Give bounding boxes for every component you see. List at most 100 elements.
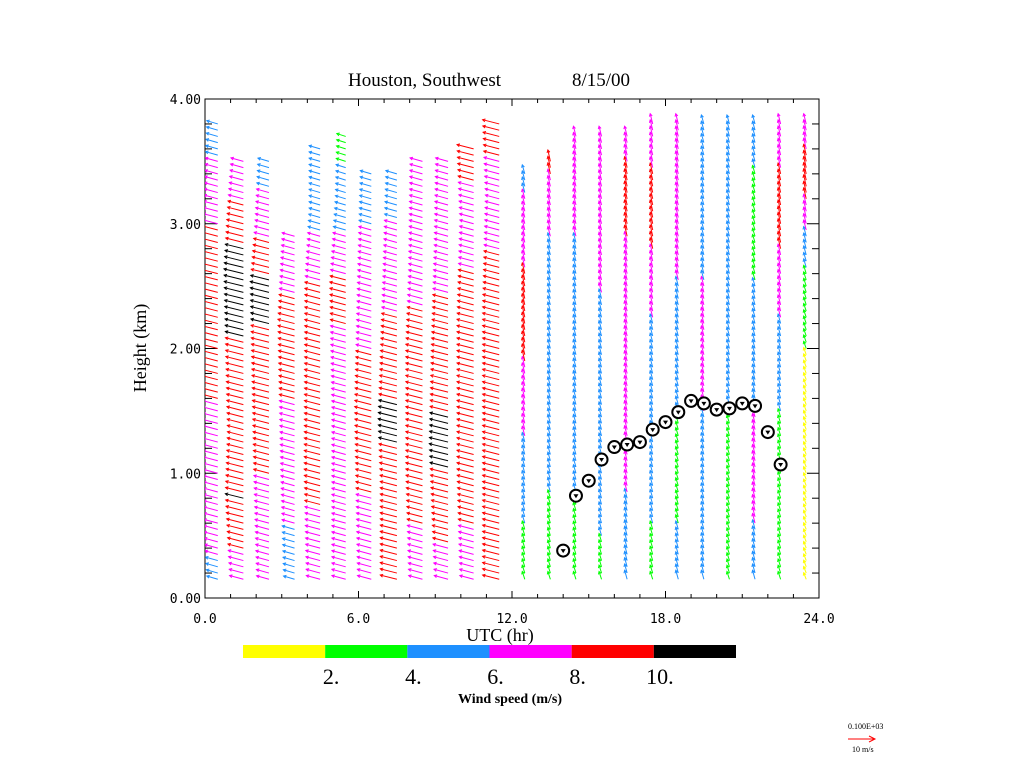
wind-vector xyxy=(572,358,577,368)
wind-vector-head xyxy=(546,413,551,418)
wind-vector-head xyxy=(623,556,628,561)
wind-vector-head xyxy=(572,532,576,537)
wind-vector xyxy=(331,568,346,574)
wind-vector xyxy=(229,175,244,181)
wind-vector-head xyxy=(353,417,358,422)
wind-vector-head xyxy=(433,212,438,217)
wind-vector-head xyxy=(597,200,602,205)
wind-vector-head xyxy=(751,512,755,517)
wind-vector-head xyxy=(597,281,602,286)
wind-vector-head xyxy=(674,288,679,293)
wind-vector-head xyxy=(458,206,463,210)
wind-vector-head xyxy=(649,438,653,443)
wind-vector-head xyxy=(572,244,576,249)
wind-vector-head xyxy=(484,193,489,198)
wind-vector xyxy=(482,543,500,549)
wind-vector xyxy=(252,399,270,406)
wind-vector-head xyxy=(358,206,363,211)
wind-vector xyxy=(456,350,474,356)
wind-vector xyxy=(649,162,654,174)
wind-vector xyxy=(304,356,321,362)
wind-vector-head xyxy=(303,312,308,316)
wind-vector-head xyxy=(674,458,679,463)
wind-vector xyxy=(379,449,397,456)
wind-vector-head xyxy=(649,488,653,493)
wind-vector-head xyxy=(802,509,807,514)
wind-vector-head xyxy=(330,393,335,398)
wind-vector-head xyxy=(355,312,360,316)
wind-vector-head xyxy=(700,425,704,430)
wind-vector-head xyxy=(483,162,488,167)
wind-vector-head xyxy=(481,386,486,391)
wind-vector-head xyxy=(249,311,254,316)
wind-vector xyxy=(752,165,756,174)
wind-vector xyxy=(359,182,372,187)
wind-vector xyxy=(547,358,551,368)
wind-vector-head xyxy=(572,413,576,418)
wind-vector-head xyxy=(597,500,602,505)
wind-vector-head xyxy=(777,489,781,494)
wind-vector xyxy=(482,412,500,418)
wind-vector-head xyxy=(280,499,285,504)
wind-vector xyxy=(409,157,423,162)
wind-vector-head xyxy=(330,549,335,554)
wind-vector-head xyxy=(303,293,308,298)
wind-vector-head xyxy=(802,257,807,262)
wind-vector xyxy=(253,468,270,474)
wind-vector xyxy=(675,295,679,305)
wind-vector-head xyxy=(521,206,525,211)
wind-vector-head xyxy=(278,280,283,285)
wind-vector xyxy=(306,568,321,574)
wind-vector-head xyxy=(308,175,313,180)
wind-vector xyxy=(331,487,346,493)
wind-vector xyxy=(382,294,398,300)
wind-vector-head xyxy=(251,386,256,391)
wind-vector xyxy=(572,232,577,243)
wind-vector-head xyxy=(481,124,486,129)
wind-vector xyxy=(521,164,526,174)
wind-vector-head xyxy=(225,511,230,515)
wind-vector-head xyxy=(353,424,359,428)
wind-vector xyxy=(726,389,730,399)
wind-vector-head xyxy=(354,355,359,360)
wind-vector-head xyxy=(776,274,781,279)
wind-vector-head xyxy=(674,556,679,561)
wind-vector xyxy=(356,531,372,537)
wind-vector-head xyxy=(202,244,205,247)
wind-vector xyxy=(598,558,603,567)
wind-vector xyxy=(253,437,270,443)
wind-vector xyxy=(777,275,782,287)
wind-vector-head xyxy=(335,144,340,149)
wind-vector-head xyxy=(329,305,334,310)
wind-vector xyxy=(547,546,551,555)
wind-vector xyxy=(700,420,705,430)
wind-vector-head xyxy=(481,573,486,578)
wind-vector xyxy=(752,444,756,455)
wind-vector-head xyxy=(481,486,486,491)
wind-vector xyxy=(458,269,474,275)
wind-vector-head xyxy=(776,325,781,330)
wind-vector-head xyxy=(597,275,602,280)
wind-vector xyxy=(675,465,679,474)
wind-vector-head xyxy=(725,151,730,156)
wind-vector-head xyxy=(597,262,602,267)
wind-vector xyxy=(649,395,654,405)
wind-vector xyxy=(572,308,577,318)
wind-vector xyxy=(230,163,244,169)
wind-vector-head xyxy=(456,149,461,154)
wind-vector xyxy=(251,262,270,268)
wind-vector-head xyxy=(457,530,462,535)
wind-vector-head xyxy=(226,542,231,547)
wind-vector-head xyxy=(546,344,551,349)
wind-vector-head xyxy=(623,418,628,423)
wind-vector xyxy=(433,269,449,275)
wind-vector xyxy=(482,331,500,337)
wind-vector-head xyxy=(355,511,360,516)
wind-vector xyxy=(458,531,474,537)
wind-vector xyxy=(777,370,782,380)
wind-vector xyxy=(803,284,807,293)
wind-vector-head xyxy=(623,506,628,511)
wind-vector-head xyxy=(546,206,551,211)
wind-vector-head xyxy=(226,536,231,541)
wind-vector xyxy=(227,424,244,431)
